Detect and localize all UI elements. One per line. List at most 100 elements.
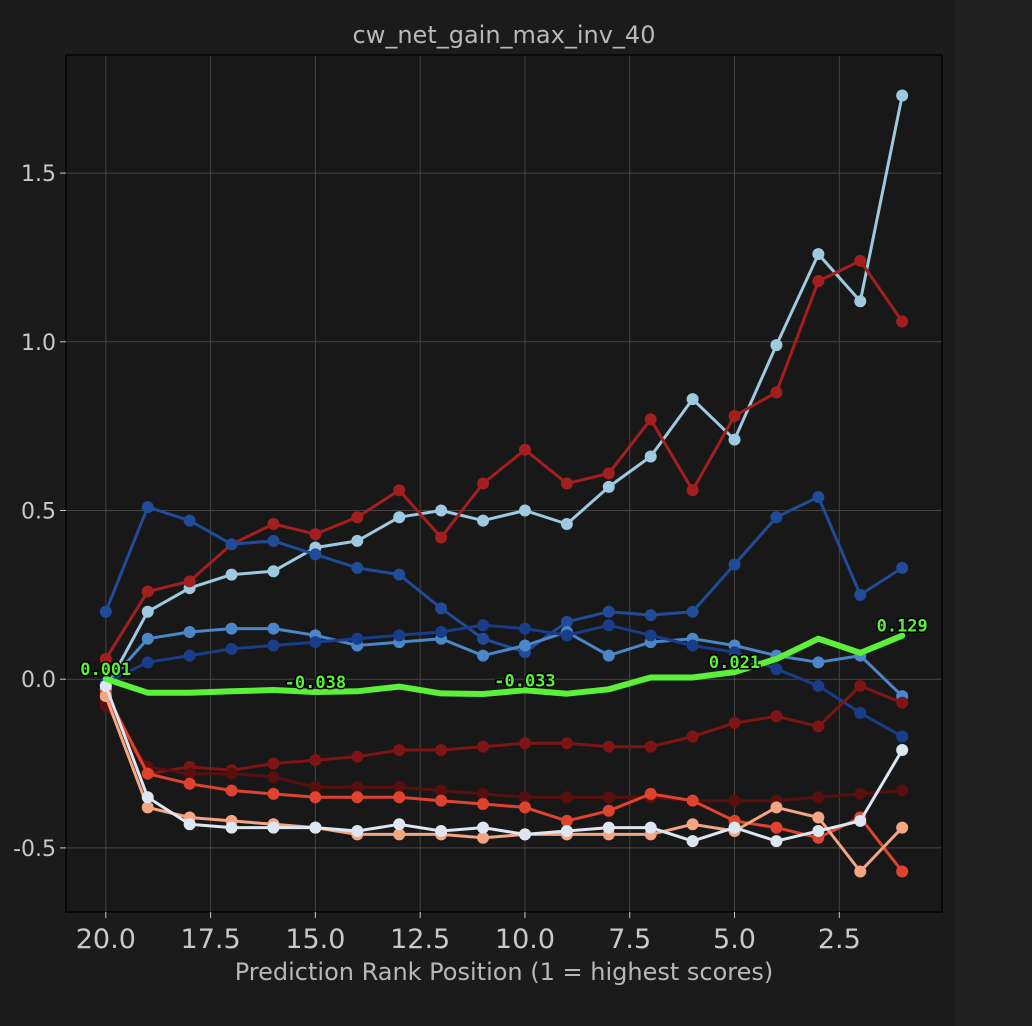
data-point [477, 632, 490, 645]
data-point [225, 784, 238, 797]
data-point [896, 89, 909, 102]
series-line [104, 705, 903, 803]
data-point [812, 656, 825, 669]
data-point [309, 791, 322, 804]
data-point [644, 821, 657, 834]
x-tick-label: 12.5 [390, 924, 450, 955]
data-point [225, 767, 238, 780]
mean-value-label: 0.129 [877, 617, 928, 637]
data-point [267, 787, 280, 800]
x-tick-label: 17.5 [181, 924, 241, 955]
data-point [812, 248, 825, 261]
x-axis: 20.0 17.5 15.0 12.5 10.0 7.5 5.0 2.5 [76, 912, 861, 955]
data-point [267, 534, 280, 547]
data-point [602, 619, 615, 632]
data-point [477, 787, 490, 800]
data-point [896, 865, 909, 878]
data-series [99, 679, 909, 848]
data-point [393, 791, 406, 804]
data-point [141, 791, 154, 804]
data-point [183, 767, 196, 780]
y-axis: 1.5 1.0 0.5 0.0 -0.5 [13, 162, 66, 862]
data-point [309, 781, 322, 794]
data-point [686, 818, 699, 831]
data-point [183, 818, 196, 831]
data-point [99, 652, 112, 665]
data-point [896, 696, 909, 709]
data-point [141, 501, 154, 514]
series-line [104, 695, 904, 873]
x-axis-label: Prediction Rank Position (1 = highest sc… [235, 958, 774, 986]
data-point [644, 450, 657, 463]
data-point [896, 315, 909, 328]
series-line [104, 95, 904, 691]
chart-title: cw_net_gain_max_inv_40 [353, 21, 656, 49]
data-point [854, 588, 867, 601]
data-point [393, 568, 406, 581]
data-point [686, 730, 699, 743]
data-point [477, 649, 490, 662]
data-point [854, 865, 867, 878]
data-point [309, 754, 322, 767]
data-point [602, 821, 615, 834]
data-point [560, 517, 573, 530]
data-point [518, 801, 531, 814]
data-point [602, 804, 615, 817]
data-point [141, 632, 154, 645]
data-point [812, 275, 825, 288]
series-line [104, 495, 904, 654]
data-point [896, 561, 909, 574]
data-point [393, 484, 406, 497]
data-point [728, 433, 741, 446]
data-point [435, 602, 448, 615]
data-point [351, 534, 364, 547]
data-point [183, 625, 196, 638]
data-point [518, 639, 531, 652]
data-point [728, 794, 741, 807]
data-point [602, 740, 615, 753]
data-point [644, 787, 657, 800]
data-point [770, 821, 783, 834]
data-point [267, 565, 280, 578]
data-point [644, 413, 657, 426]
data-point [267, 639, 280, 652]
data-point [477, 821, 490, 834]
data-point [393, 744, 406, 757]
mean-series-group [102, 632, 906, 697]
x-tick-label: 2.5 [818, 924, 861, 955]
data-point [602, 480, 615, 493]
data-point [770, 386, 783, 399]
data-point [435, 794, 448, 807]
data-point [770, 339, 783, 352]
data-point [560, 477, 573, 490]
series-line [104, 685, 904, 843]
data-point [728, 646, 741, 659]
grid [66, 55, 942, 912]
data-point [309, 821, 322, 834]
axes-background [66, 55, 942, 912]
data-point [518, 791, 531, 804]
data-point [770, 663, 783, 676]
data-point [812, 811, 825, 824]
data-point [435, 784, 448, 797]
data-point [141, 585, 154, 598]
data-point [435, 744, 448, 757]
data-point [812, 720, 825, 733]
data-point [267, 517, 280, 530]
data-point [770, 710, 783, 723]
data-point [393, 781, 406, 794]
data-point [309, 636, 322, 649]
data-point [854, 254, 867, 267]
data-point [896, 821, 909, 834]
data-point [518, 737, 531, 750]
x-tick-label: 7.5 [608, 924, 651, 955]
data-point [435, 825, 448, 838]
data-point [770, 801, 783, 814]
data-point [351, 511, 364, 524]
data-point [351, 791, 364, 804]
x-tick-label: 15.0 [285, 924, 345, 955]
data-point [686, 639, 699, 652]
data-point [728, 410, 741, 423]
